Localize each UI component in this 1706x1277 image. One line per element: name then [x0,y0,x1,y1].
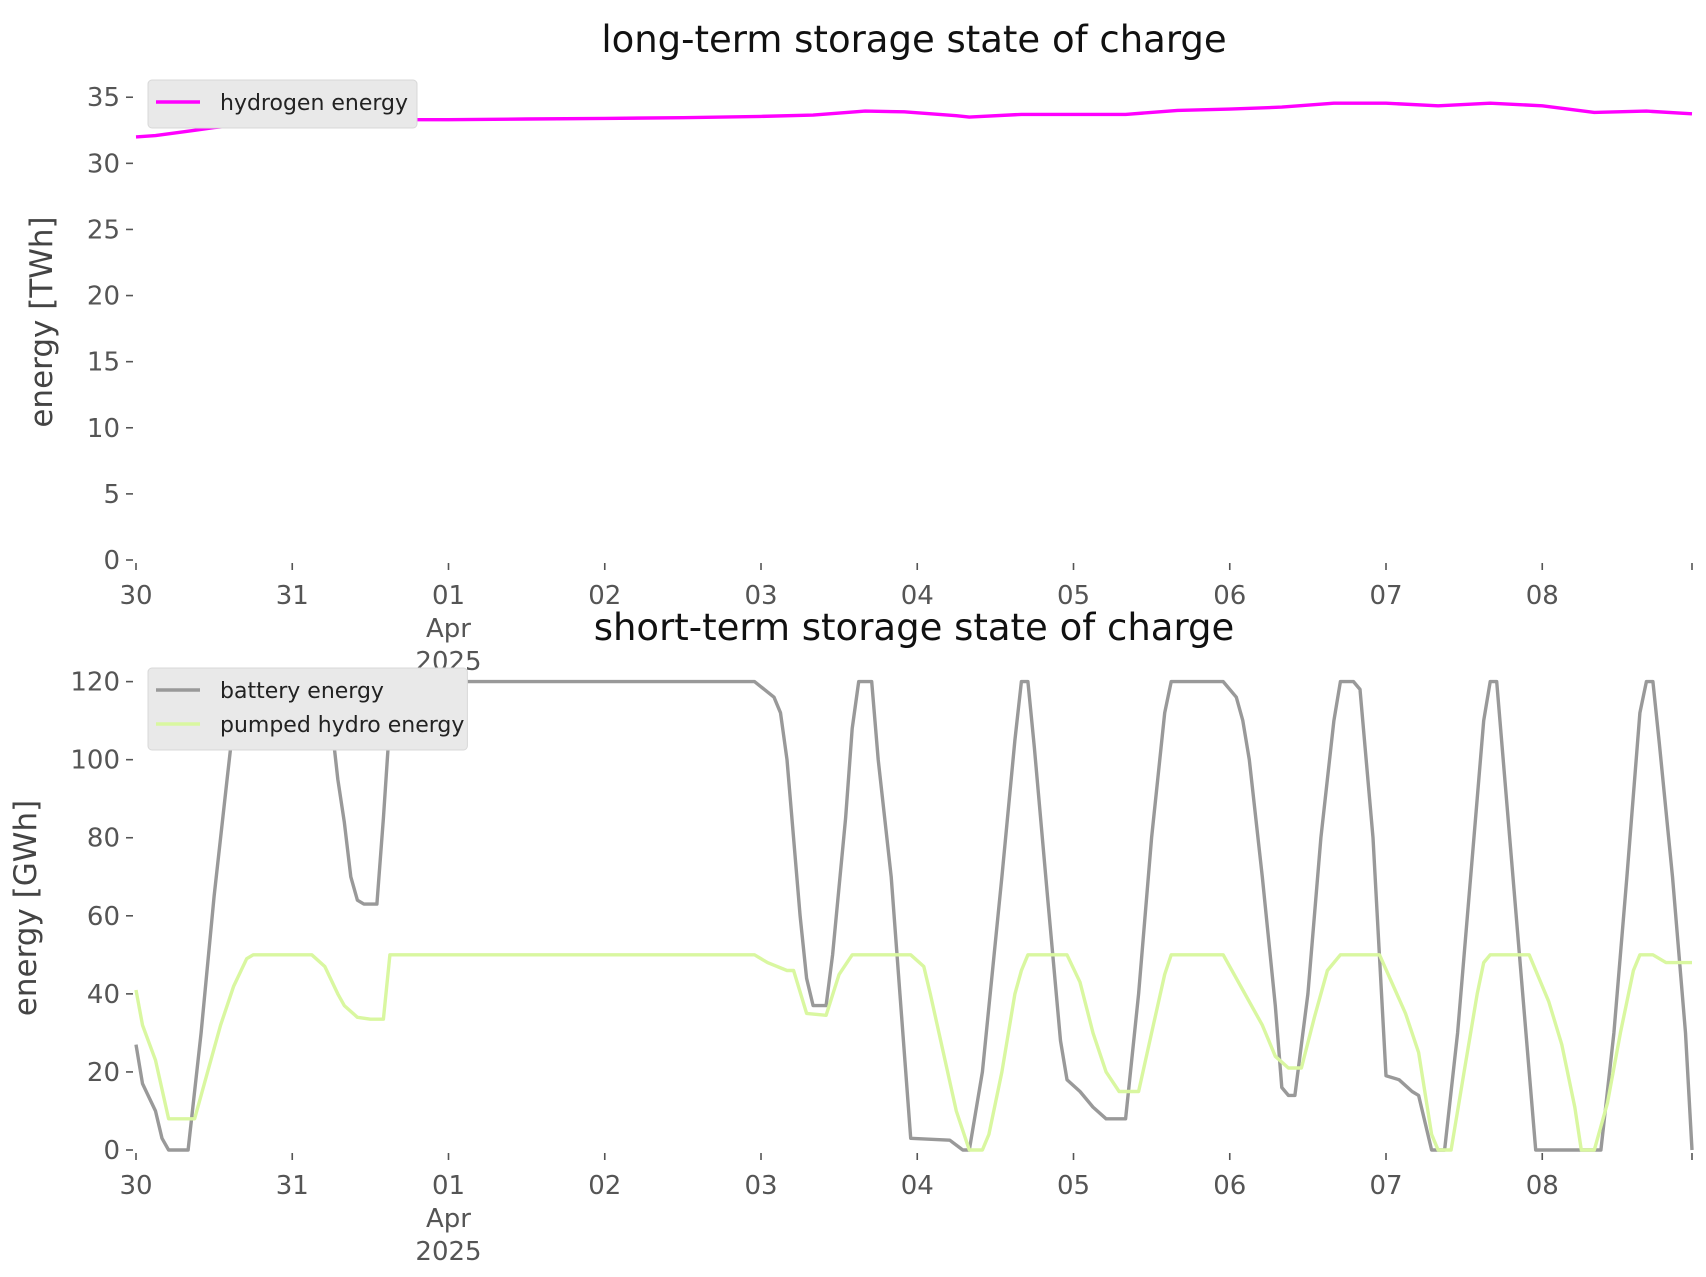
y-tick-label: 80 [87,824,120,854]
x-tick-label: 07 [1369,1171,1402,1201]
x-tick-label: 06 [1213,581,1246,611]
x-tick-label: 08 [1526,581,1559,611]
x-tick-label: 30 [119,1171,152,1201]
y-tick-label: 60 [87,902,120,932]
y-tick-label: 30 [87,149,120,179]
x-tick-label: 05 [1057,581,1090,611]
x-tick-label: 03 [744,581,777,611]
x-tick-label: 08 [1526,1171,1559,1201]
x-tick-label: Apr [426,614,471,644]
legend-label: pumped hydro energy [220,713,464,738]
x-tick-label: Apr [426,1204,471,1234]
y-tick-label: 120 [70,668,120,698]
y-tick-label: 20 [87,1058,120,1088]
y-axis-label: energy [TWh] [24,216,60,427]
x-tick-label: 31 [276,1171,309,1201]
y-tick-label: 0 [103,1136,120,1166]
legend-label: battery energy [220,679,384,704]
y-tick-label: 100 [70,746,120,776]
x-tick-label: 01 [432,1171,465,1201]
x-tick-label: 06 [1213,1171,1246,1201]
y-tick-label: 40 [87,980,120,1010]
y-tick-label: 10 [87,414,120,444]
x-tick-label: 07 [1369,581,1402,611]
x-tick-label: 01 [432,581,465,611]
x-tick-label: 02 [588,581,621,611]
x-tick-label: 2025 [415,1237,481,1267]
legend-box [147,667,468,751]
y-tick-label: 35 [87,83,120,113]
long-term-storage-panel: long-term storage state of charge energy … [24,18,1693,677]
chart-title: long-term storage state of charge [601,18,1226,61]
y-tick-label: 20 [87,282,120,312]
x-tick-label: 04 [901,581,934,611]
series-line-pumped-hydro-energy [134,953,1692,1152]
x-tick-label: 30 [119,581,152,611]
legend-box [147,79,418,129]
y-tick-label: 5 [103,480,120,510]
series-line-battery-energy [134,679,1694,1152]
short-term-storage-panel: short-term storage state of charge energy… [8,606,1694,1267]
x-tick-label: 04 [901,1171,934,1201]
y-tick-label: 25 [87,215,120,245]
y-tick-label: 15 [87,348,120,378]
chart-title: short-term storage state of charge [594,606,1235,649]
x-tick-label: 05 [1057,1171,1090,1201]
y-axis-label: energy [GWh] [8,800,44,1016]
x-tick-label: 03 [744,1171,777,1201]
x-tick-label: 31 [276,581,309,611]
y-tick-label: 0 [103,546,120,576]
x-tick-label: 02 [588,1171,621,1201]
legend-label: hydrogen energy [220,91,408,116]
